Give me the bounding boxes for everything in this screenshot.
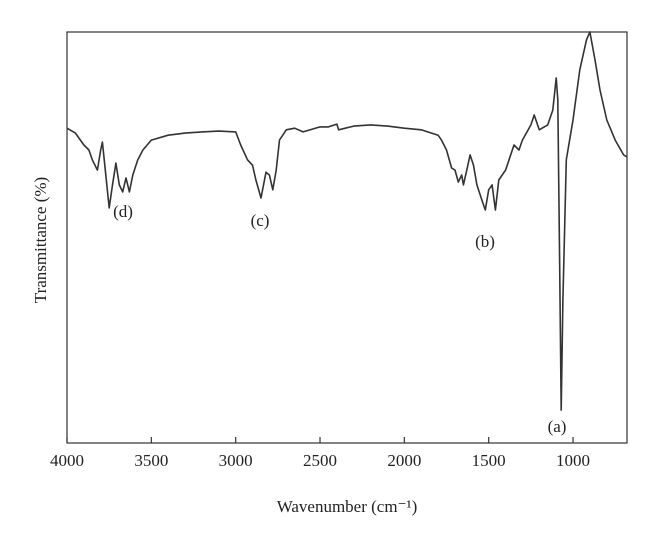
x-tick-label: 2500 xyxy=(303,451,337,470)
y-axis-label: Transmittance (%) xyxy=(31,177,50,303)
x-axis-label: Wavenumber (cm⁻¹) xyxy=(277,497,418,516)
plot-frame xyxy=(66,31,628,444)
peak-label: (b) xyxy=(475,232,495,251)
x-tick-label: 1000 xyxy=(556,451,590,470)
x-tick-label: 1500 xyxy=(472,451,506,470)
x-tick-label: 3000 xyxy=(219,451,253,470)
x-tick-label: 3500 xyxy=(134,451,168,470)
x-tick-label: 2000 xyxy=(387,451,421,470)
x-tick-label: 4000 xyxy=(50,451,84,470)
peak-label: (d) xyxy=(113,202,133,221)
peak-label: (c) xyxy=(251,211,270,230)
peak-label: (a) xyxy=(548,417,567,436)
spectrum-line xyxy=(66,31,628,411)
